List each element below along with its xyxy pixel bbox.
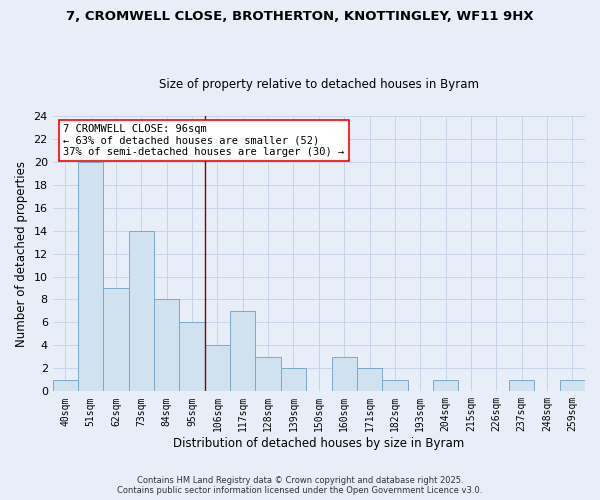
Bar <box>332 357 357 392</box>
Bar <box>129 230 154 392</box>
Title: Size of property relative to detached houses in Byram: Size of property relative to detached ho… <box>159 78 479 91</box>
X-axis label: Distribution of detached houses by size in Byram: Distribution of detached houses by size … <box>173 437 464 450</box>
Bar <box>179 322 205 392</box>
Bar <box>281 368 306 392</box>
Bar <box>433 380 458 392</box>
Y-axis label: Number of detached properties: Number of detached properties <box>15 160 28 346</box>
Text: 7 CROMWELL CLOSE: 96sqm
← 63% of detached houses are smaller (52)
37% of semi-de: 7 CROMWELL CLOSE: 96sqm ← 63% of detache… <box>64 124 344 157</box>
Bar <box>154 300 179 392</box>
Text: 7, CROMWELL CLOSE, BROTHERTON, KNOTTINGLEY, WF11 9HX: 7, CROMWELL CLOSE, BROTHERTON, KNOTTINGL… <box>66 10 534 23</box>
Text: Contains HM Land Registry data © Crown copyright and database right 2025.
Contai: Contains HM Land Registry data © Crown c… <box>118 476 482 495</box>
Bar <box>103 288 129 392</box>
Bar <box>509 380 535 392</box>
Bar <box>205 346 230 392</box>
Bar <box>560 380 585 392</box>
Bar <box>382 380 407 392</box>
Bar <box>53 380 78 392</box>
Bar <box>256 357 281 392</box>
Bar <box>230 311 256 392</box>
Bar <box>357 368 382 392</box>
Bar <box>78 162 103 392</box>
